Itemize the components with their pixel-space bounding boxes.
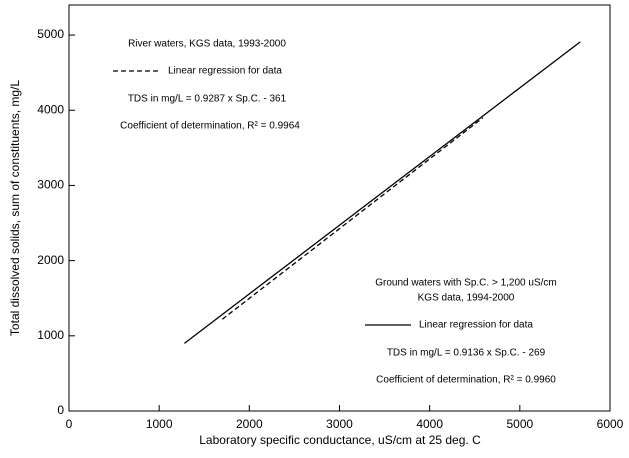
y-tick-label: 2000 xyxy=(37,253,64,267)
x-tick-label: 5000 xyxy=(506,417,533,431)
x-axis-label: Laboratory specific conductance, uS/cm a… xyxy=(199,433,481,447)
x-tick-label: 1000 xyxy=(146,417,173,431)
y-tick-label: 0 xyxy=(57,403,64,417)
x-tick-label: 4000 xyxy=(416,417,443,431)
legend-label: Linear regression for data xyxy=(419,320,533,331)
legend-label: Linear regression for data xyxy=(168,66,282,77)
annotation: TDS in mg/L = 0.9287 x Sp.C. - 361 xyxy=(128,94,287,105)
series-line xyxy=(221,117,484,320)
annotation: TDS in mg/L = 0.9136 x Sp.C. - 269 xyxy=(387,348,546,359)
annotation: Ground waters with Sp.C. > 1,200 uS/cm xyxy=(375,278,556,289)
annotation: Coefficient of determination, R² = 0.996… xyxy=(376,375,556,386)
y-tick-label: 1000 xyxy=(37,328,64,342)
annotation: River waters, KGS data, 1993-2000 xyxy=(128,39,286,50)
series-line xyxy=(184,41,581,344)
y-tick-label: 4000 xyxy=(37,102,64,116)
x-tick-label: 3000 xyxy=(326,417,353,431)
annotation: Coefficient of determination, R² = 0.996… xyxy=(120,121,300,132)
y-axis-label: Total dissolved solids, sum of constitue… xyxy=(8,80,22,336)
y-tick-label: 3000 xyxy=(37,178,64,192)
annotation: KGS data, 1994-2000 xyxy=(418,293,515,304)
x-tick-label: 6000 xyxy=(597,417,624,431)
y-tick-label: 5000 xyxy=(37,27,64,41)
x-tick-label: 0 xyxy=(66,417,73,431)
x-tick-label: 2000 xyxy=(236,417,263,431)
